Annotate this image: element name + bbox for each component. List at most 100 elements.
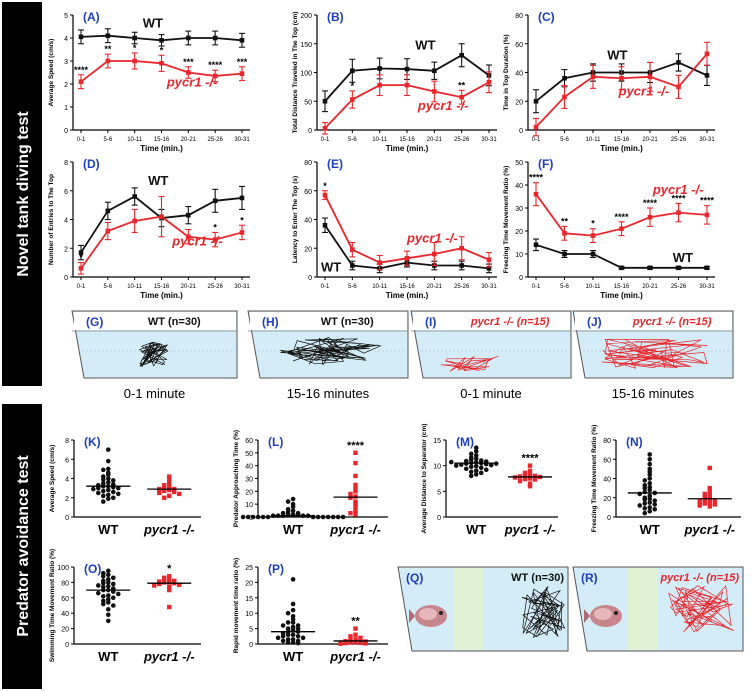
data-point (105, 447, 111, 452)
track-title: WT (n=30) (321, 316, 374, 328)
y-axis-label: Predator Approaching Time (%) (233, 430, 240, 527)
y-tick-label: 10 (245, 502, 253, 509)
data-point (478, 465, 484, 471)
track-caption: 0-1 minute (460, 386, 521, 401)
data-point (300, 635, 306, 641)
data-point (468, 464, 474, 469)
data-point (473, 463, 479, 469)
x-tick-label: 0-1 (77, 284, 86, 290)
series-wt (533, 238, 710, 271)
data-point (100, 601, 106, 607)
data-point (712, 498, 717, 503)
data-point (473, 445, 479, 451)
x-tick-label: 30-31 (481, 284, 497, 290)
panel-label: (K) (84, 435, 101, 449)
data-point (353, 512, 358, 517)
data-point (473, 456, 479, 461)
data-point (340, 514, 346, 520)
track-panel-I: (I) pycr1 -/- (n=15) 0-1 minute (410, 310, 572, 401)
data-point (647, 476, 653, 481)
data-point (704, 265, 710, 271)
category-label-wt: WT (466, 522, 486, 537)
chart-C: 0 20 40 60 80 Time in Top Duration (%) (C) 0-1 5… (503, 10, 715, 153)
data-point (105, 492, 111, 498)
y-tick-label: 5 (64, 13, 68, 20)
y-tick-label: 50 (304, 99, 312, 106)
series-label-mut: pycr1 -/- (171, 233, 223, 248)
series-wt (271, 577, 316, 646)
data-point (95, 590, 101, 596)
data-point (110, 581, 116, 587)
y-tick-label: 0 (65, 642, 69, 649)
y-tick-label: 0 (519, 128, 523, 135)
predator-fish-icon (409, 605, 447, 627)
data-point (159, 61, 164, 66)
data-point (167, 487, 172, 493)
series-label-mut: pycr1 -/- (618, 84, 670, 99)
data-point (338, 641, 343, 646)
data-point (322, 222, 328, 228)
data-point (488, 462, 494, 468)
data-point (162, 577, 167, 583)
novel-tank-section-bar (2, 2, 42, 386)
data-point (533, 242, 539, 248)
data-point (647, 496, 653, 502)
series-mut (533, 182, 710, 244)
data-point (105, 466, 111, 472)
data-point (162, 580, 167, 585)
data-point (335, 514, 341, 520)
fish-belly (419, 608, 437, 620)
x-tick-label: 10-11 (127, 284, 143, 290)
data-point (78, 34, 84, 40)
y-tick-label: 60 (61, 596, 69, 603)
panel-label: (R) (581, 571, 598, 585)
tank-header-area (74, 312, 236, 330)
data-point (132, 194, 137, 199)
data-point (100, 580, 106, 586)
data-point (483, 467, 489, 473)
data-point (363, 641, 368, 646)
data-point (647, 500, 653, 505)
data-point (105, 458, 111, 464)
data-point (712, 502, 717, 507)
track-caption: 15-16 minutes (287, 386, 370, 401)
x-tick-label: 5-6 (348, 284, 357, 290)
panel-label: (L) (268, 435, 283, 449)
y-tick-label: 0 (308, 275, 312, 282)
category-label-wt: WT (283, 522, 303, 537)
panel-label: (I) (425, 315, 436, 329)
data-point (162, 575, 167, 580)
data-point (132, 218, 137, 224)
data-point (157, 581, 162, 587)
data-point (343, 640, 348, 646)
data-point (353, 482, 358, 488)
data-point (280, 634, 286, 639)
fish-eye (614, 611, 618, 615)
significance-stars: * (351, 81, 355, 91)
data-point (642, 501, 648, 506)
x-tick-label: 5-6 (560, 137, 569, 143)
x-tick-label: 0-1 (532, 284, 541, 290)
track-title: WT (n=30) (148, 316, 201, 328)
data-point (78, 250, 84, 255)
y-tick-label: 2 (65, 496, 69, 503)
chart-A: 0 1 2 3 4 5 Average Speed (cm/s) (A) 0-1 5-6 10-11… (48, 10, 250, 153)
series-mut (78, 52, 245, 90)
data-point (676, 210, 681, 215)
y-tick-label: 5 (437, 489, 441, 496)
data-point (459, 52, 464, 58)
data-point (95, 583, 101, 588)
y-tick-label: 6 (64, 189, 68, 196)
separator-zone (453, 568, 483, 650)
x-tick-label: 20-21 (181, 284, 197, 290)
data-point (473, 448, 479, 454)
y-tick-label: 150 (300, 42, 312, 49)
data-point (100, 488, 106, 494)
panel-label: (C) (538, 10, 555, 24)
x-tick-label: 15-16 (614, 137, 630, 143)
data-point (353, 508, 358, 513)
data-point (167, 481, 172, 486)
category-label-mut: pycr1 -/- (143, 649, 195, 664)
data-point (110, 478, 116, 483)
